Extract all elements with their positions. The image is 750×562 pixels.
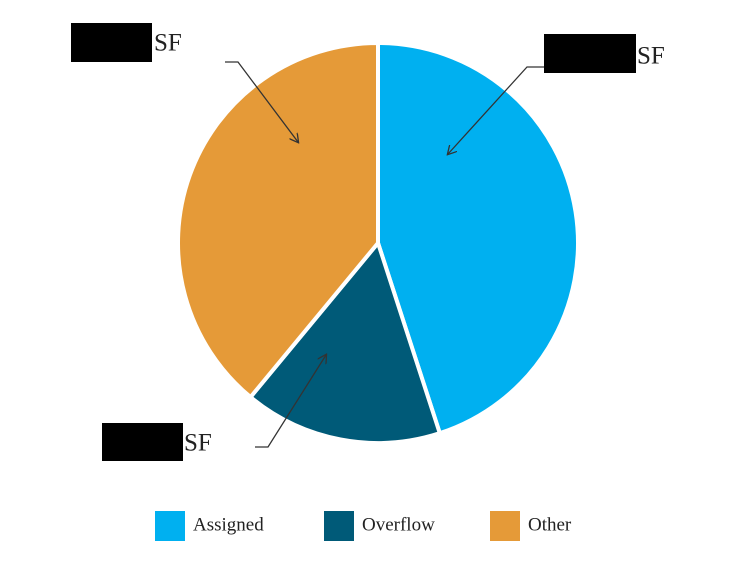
redaction (71, 23, 152, 62)
leader-line (255, 355, 326, 448)
redaction (544, 34, 636, 73)
redaction (102, 423, 183, 461)
legend-swatch (490, 511, 520, 541)
legend-swatch (155, 511, 185, 541)
legend-label: Other (528, 514, 572, 535)
legend-swatch (324, 511, 354, 541)
annotation: SF (154, 30, 182, 57)
pie-slice (176, 41, 380, 400)
annotation: SF (184, 430, 212, 457)
leader-line (225, 61, 298, 142)
annotation: SF (637, 43, 665, 70)
legend-label: Overflow (362, 514, 435, 535)
pie-slice (248, 241, 442, 445)
leader-line (448, 66, 544, 154)
pie-slice (376, 41, 580, 436)
legend-label: Assigned (193, 514, 264, 535)
pie (176, 41, 580, 445)
legend: Assigned Overflow Other (155, 511, 572, 541)
